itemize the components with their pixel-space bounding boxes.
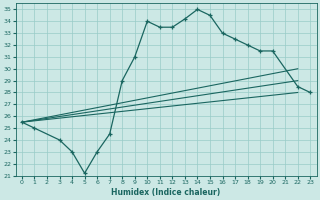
X-axis label: Humidex (Indice chaleur): Humidex (Indice chaleur): [111, 188, 221, 197]
